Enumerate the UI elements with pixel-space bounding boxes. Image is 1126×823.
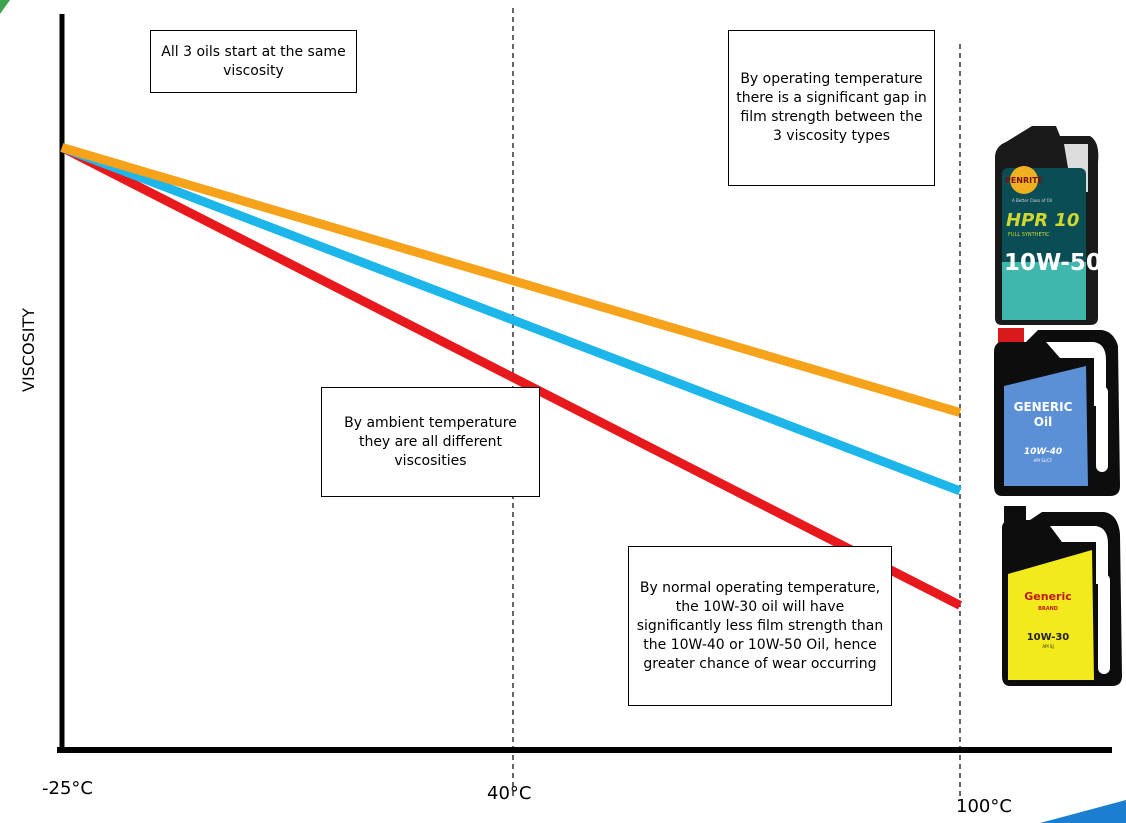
svg-text:API SJ: API SJ [1042,644,1053,649]
svg-text:HPR 10: HPR 10 [1006,210,1079,231]
generic-10w40-oil-can-icon: GENERIC Oil 10W-40 API SL/CF [994,328,1120,496]
y-axis-label: VISCOSITY [19,307,38,392]
penrite-oil-bottle-icon: PENRITE A Better Class of Oil HPR 10 FUL… [995,126,1102,325]
annotation-wear: By normal operating temperature, the 10W… [628,546,892,706]
svg-text:A Better Class of Oil: A Better Class of Oil [1012,198,1052,203]
x-tick-label-100: 100°C [956,796,1012,817]
annotation-start: All 3 oils start at the same viscosity [150,30,357,93]
svg-text:Generic: Generic [1024,590,1072,603]
series-line-10w-50 [60,143,962,417]
svg-text:PENRITE: PENRITE [1005,176,1043,185]
svg-text:BRAND: BRAND [1038,606,1058,612]
x-tick-label-minus25: -25°C [42,778,93,799]
svg-text:10W-40: 10W-40 [1024,447,1062,457]
series-line-10w-40 [60,143,962,496]
svg-text:10W-50: 10W-50 [1004,250,1102,276]
svg-text:FULL SYNTHETIC: FULL SYNTHETIC [1008,232,1050,238]
x-tick-label-40: 40°C [487,783,532,804]
series-layer [59,143,963,610]
corner-decoration [0,0,10,14]
annotation-operating-gap: By operating temperature there is a sign… [728,30,935,186]
svg-text:API SL/CF: API SL/CF [1034,458,1054,463]
annotation-ambient: By ambient temperature they are all diff… [321,387,540,497]
svg-text:10W-30: 10W-30 [1027,632,1070,643]
svg-text:Oil: Oil [1034,415,1052,429]
svg-text:GENERIC: GENERIC [1014,400,1073,414]
corner-decoration-blue [1040,800,1126,823]
generic-10w30-oil-can-icon: Generic BRAND 10W-30 API SJ [1002,506,1122,686]
series-line-10w-30 [59,143,963,610]
